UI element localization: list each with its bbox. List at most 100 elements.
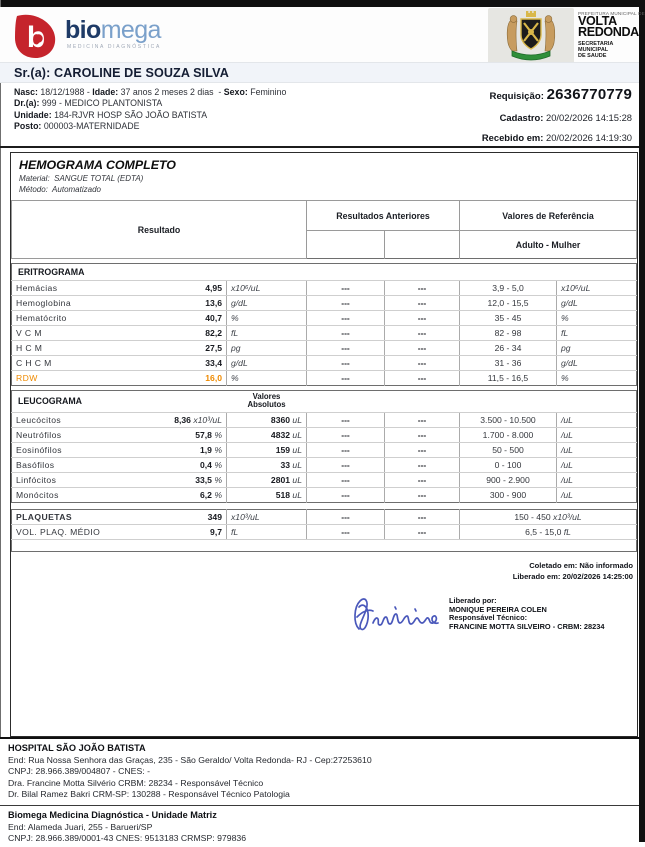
previous-result-1: --- — [306, 427, 385, 443]
biomega-tagline: MEDICINA DIAGNÓSTICA — [67, 44, 162, 50]
previous-result-2: --- — [384, 457, 460, 473]
absolute-value: 159 uL — [226, 442, 307, 458]
col-resultado: Resultado — [10, 200, 308, 259]
table-row: Neutrófilos 57,8 % 4832 uL --- --- 1.700 - 8.… — [11, 427, 637, 443]
absolute-value: 33 uL — [226, 457, 307, 473]
exam-name: PLAQUETAS — [11, 509, 152, 525]
municipality-name2: REDONDA — [578, 25, 639, 40]
municipality-name1: VOLTA — [578, 14, 617, 28]
result-value: 4,95 — [151, 280, 227, 296]
method-line: Método: Automatizado — [19, 185, 101, 194]
result-value: 27,5 — [151, 340, 227, 356]
col-anteriores: Resultados Anteriores — [306, 200, 461, 231]
reference-range: 31 - 36 — [459, 355, 557, 371]
reference-range: 0 - 100 — [459, 457, 557, 473]
previous-result-2: --- — [384, 340, 460, 356]
absolute-value: 8360 uL — [226, 412, 307, 428]
registration-info: Requisição: 2636770779 Cadastro: 20/02/2… — [402, 86, 632, 143]
reference-unit: /uL — [556, 427, 637, 443]
scan-edge-left — [0, 0, 1, 842]
exam-title: HEMOGRAMA COMPLETO — [19, 158, 176, 172]
result-value: 0,4 % — [151, 457, 227, 473]
responsavel-label: Responsável Técnico: — [449, 613, 528, 623]
recebido-line: Recebido em: 20/02/2026 14:19:30 — [481, 132, 632, 143]
previous-result-2: --- — [384, 524, 460, 540]
reference-unit: g/dL — [556, 295, 637, 311]
reference-range: 6,5 - 15,0 fL — [459, 524, 637, 540]
municipality-logo: PREFEITURA MUNICIPAL DE VOLTA REDONDA SE… — [488, 8, 645, 65]
exam-name: C H C M — [11, 355, 152, 371]
previous-result-2: --- — [384, 310, 460, 326]
requisition-number: 2636770779 — [546, 86, 632, 103]
exam-name: Eosinófilos — [11, 442, 152, 458]
previous-result-1: --- — [306, 442, 385, 458]
exam-name: Neutrófilos — [11, 427, 152, 443]
previous-result-2: --- — [384, 427, 460, 443]
exam-name: Monócitos — [16, 489, 59, 500]
result-value: 57,8 % — [151, 427, 227, 443]
liberado-por-name: MONIQUE PEREIRA COLEN — [449, 604, 547, 614]
previous-result-2: --- — [384, 295, 460, 311]
reference-range: 26 - 34 — [459, 340, 557, 356]
report-header: b biomega MEDICINA DIAGNÓSTICA — [0, 7, 645, 65]
leucograma-table: LEUCOGRAMA Valores Absolutos Leucócitos 8,… — [11, 390, 637, 503]
result-value: 9,7 — [151, 524, 227, 540]
reference-range: 1.700 - 8.000 — [459, 427, 557, 443]
previous-result-2: --- — [384, 472, 460, 488]
table-row: VOL. PLAQ. MÉDIO 9,7 fL --- --- 6,5 - 15,0 fL — [11, 524, 637, 540]
result-value: 33,5 % — [151, 472, 227, 488]
plaquetas-table: PLAQUETAS 349 x10³/uL --- --- 150 - 450 x10³/… — [11, 508, 637, 552]
result-unit: fL — [226, 325, 307, 341]
absolute-values-header: Valores Absolutos — [226, 390, 307, 413]
report-box: HEMOGRAMA COMPLETO Material: SANGUE TOTA… — [10, 152, 638, 737]
exam-name: H C M — [11, 340, 152, 356]
previous-result-1: --- — [306, 472, 385, 488]
reference-range: 150 - 450 x10³/uL — [459, 509, 637, 525]
table-row: Linfócitos 33,5 % 2801 uL --- --- 900 - 2.900… — [11, 472, 637, 488]
patient-doctor-line: Dr.(a): 999 - MEDICO PLANTONISTA — [14, 98, 163, 109]
reference-unit: g/dL — [556, 355, 637, 371]
biomega-logo: b biomega MEDICINA DIAGNÓSTICA — [13, 12, 161, 59]
previous-result-2: --- — [384, 325, 460, 341]
scan-edge-top — [0, 0, 645, 7]
table-row-rdw: RDW 16,0% --- --- 11,5 - 16,5% — [12, 370, 637, 386]
reference-unit: /uL — [556, 442, 637, 458]
table-row: Leucócitos 8,36 x10³/uL 8360 uL --- --- 3.500… — [11, 412, 637, 428]
patient-name-bar: Sr.(a): CAROLINE DE SOUZA SILVA — [0, 62, 639, 83]
patient-birth-line: Nasc: 18/12/1988 - Idade: 37 anos 2 mese… — [14, 87, 287, 97]
hospital-resp-2: Dr. Bilal Ramez Bakri CRM-SP: 130288 - R… — [8, 789, 290, 800]
patient-title-label: Sr.(a): — [14, 66, 54, 80]
previous-result-1: --- — [306, 487, 385, 503]
result-unit: x10³/uL — [226, 509, 307, 525]
section-leucograma: LEUCOGRAMA — [11, 390, 227, 413]
result-unit: pg — [226, 340, 307, 356]
matriz-cnpj: CNPJ: 28.966.389/0001-43 CNES: 9513183 C… — [8, 833, 247, 844]
municipality-line1: PREFEITURA MUNICIPAL DE — [578, 11, 645, 16]
hospital-resp-1: Dra. Francine Motta Silvério CRBM: 28234… — [8, 777, 264, 788]
municipality-sub1: SECRETARIA MUNICIPAL — [578, 40, 614, 54]
result-value: 13,6 — [151, 295, 227, 311]
reference-unit: fL — [556, 325, 637, 341]
previous-result-1: --- — [306, 370, 385, 386]
previous-result-1: --- — [306, 310, 385, 326]
exam-name: Hematócrito — [11, 310, 152, 326]
exam-name: Leucócitos — [11, 412, 152, 428]
result-value: 33,4 — [151, 355, 227, 371]
previous-result-1: --- — [306, 457, 385, 473]
reference-range: 3.500 - 10.500 — [459, 412, 557, 428]
previous-result-2: --- — [384, 442, 460, 458]
result-unit: g/dL — [226, 355, 307, 371]
absolute-value: 2801 uL — [226, 472, 307, 488]
biomega-wordmark: biomega — [65, 16, 161, 44]
result-unit: fL — [226, 524, 307, 540]
result-value: 40,7 — [151, 310, 227, 326]
footer-divider — [0, 804, 639, 806]
result-value: 82,2 — [151, 325, 227, 341]
result-value: 16,0 — [151, 370, 227, 386]
reference-range: 82 - 98 — [459, 325, 557, 341]
results-header-table: Resultado Resultados Anteriores Valores … — [10, 200, 638, 259]
exam-name: Basófilos — [11, 457, 152, 473]
col-anterior-1 — [306, 230, 386, 259]
result-value: 6,2 % — [151, 487, 227, 503]
reference-unit: /uL — [556, 412, 637, 428]
